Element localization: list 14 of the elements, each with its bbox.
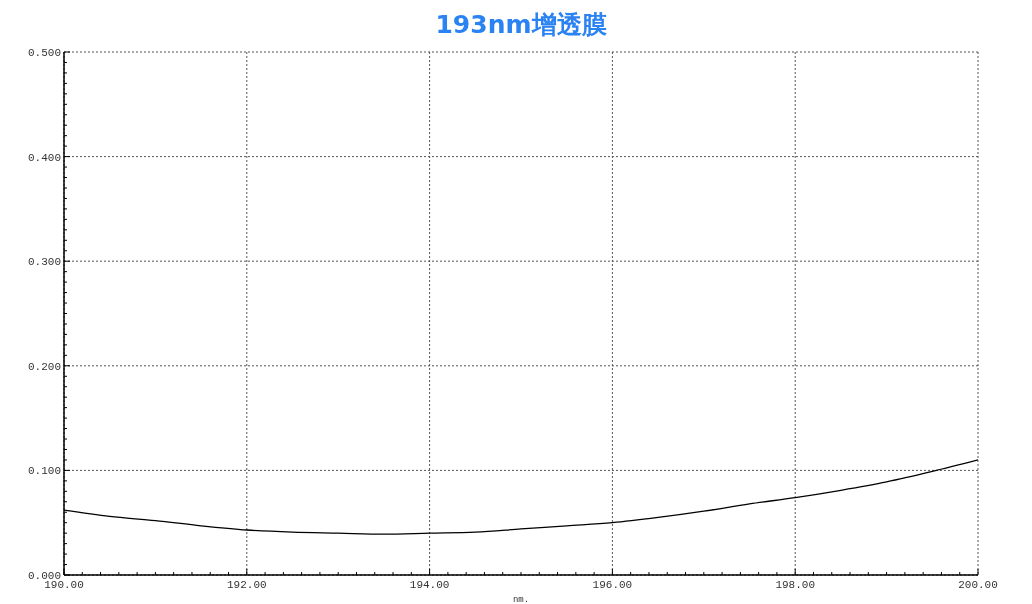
y-tick-label: 0.200 — [27, 360, 61, 373]
x-tick-label: 196.00 — [592, 579, 633, 591]
x-tick-label: 190.00 — [44, 579, 84, 591]
x-tick-label: 200.00 — [958, 579, 998, 591]
x-axis-title: nm. — [512, 595, 530, 604]
x-tick-label: 192.00 — [227, 579, 267, 591]
x-tick-label: 194.00 — [409, 579, 450, 591]
y-tick-label: 0.100 — [27, 465, 61, 478]
x-tick-label: 198.00 — [775, 579, 815, 591]
y-tick-label: 0.300 — [27, 256, 61, 269]
chart-title: 193nm增透膜 — [434, 10, 608, 40]
y-tick-label: 0.400 — [27, 151, 61, 164]
y-tick-label: 0.500 — [27, 47, 61, 59]
y-tick-label: 0.000 — [27, 570, 61, 582]
